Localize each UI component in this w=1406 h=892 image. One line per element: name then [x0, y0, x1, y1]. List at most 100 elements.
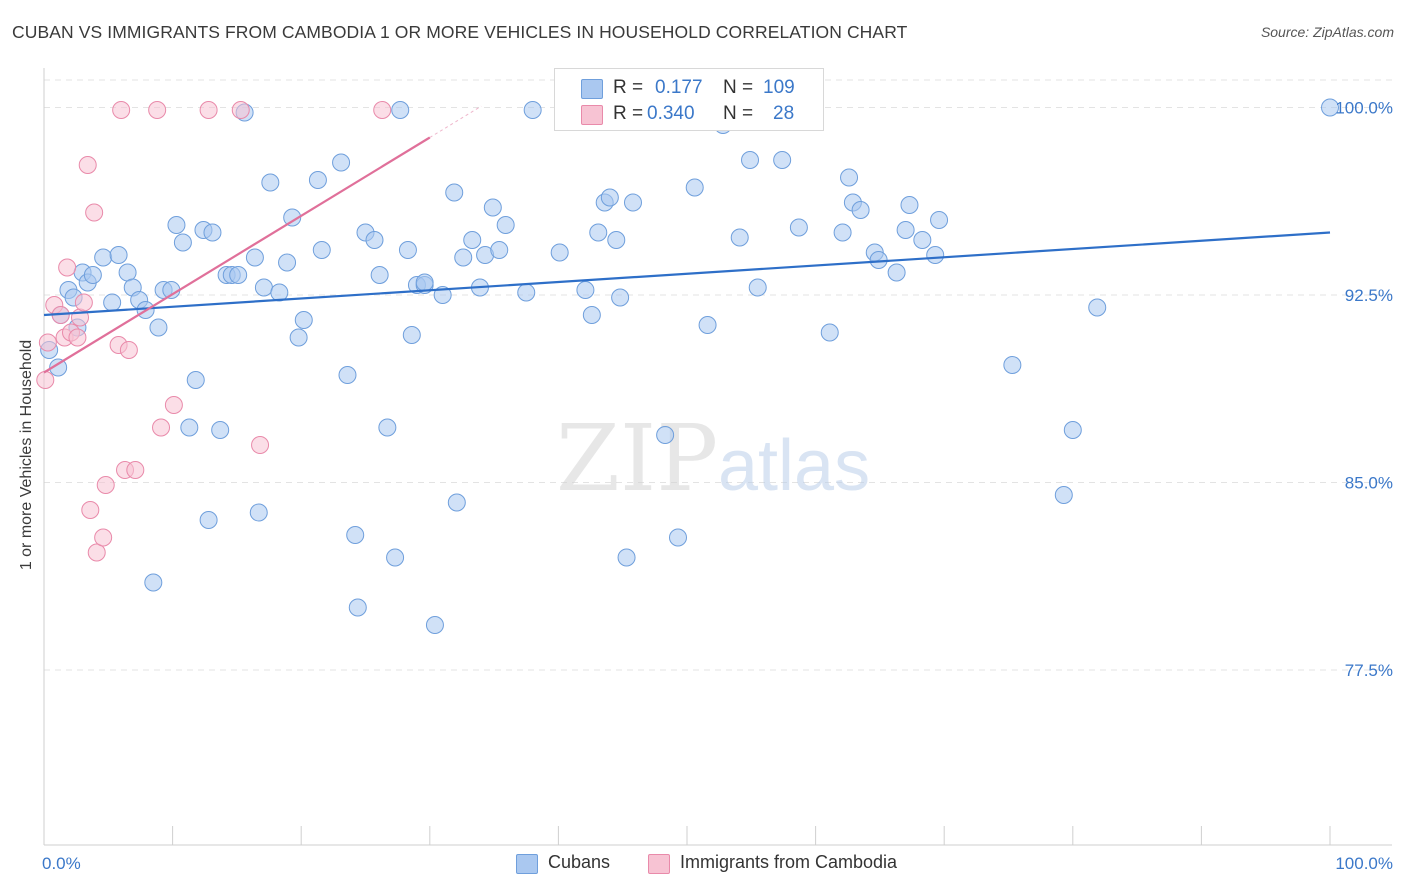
cubans-point — [1321, 98, 1339, 117]
cubans-point — [926, 246, 945, 264]
watermark-atlas: atlas — [718, 426, 870, 506]
cubans-point — [523, 101, 542, 119]
cubans-point — [1063, 421, 1082, 439]
trend-lines — [43, 105, 1331, 374]
chart-title: CUBAN VS IMMIGRANTS FROM CAMBODIA 1 OR M… — [12, 22, 908, 42]
cubans-point — [294, 311, 313, 329]
cubans-point — [483, 198, 502, 217]
cubans-point — [833, 223, 852, 242]
cubans-point — [611, 288, 630, 307]
cambodia-point — [94, 528, 113, 547]
n-value: 28 — [773, 103, 795, 124]
cubans-point — [338, 366, 357, 384]
cubans-point — [576, 281, 595, 299]
cambodia-point — [96, 476, 115, 494]
cubans-point — [109, 246, 128, 264]
cubans-point — [840, 168, 859, 187]
stats-row-cambodia: R = 0.340 N = 28 — [555, 101, 823, 127]
cubans-point — [346, 526, 365, 544]
cubans-point — [348, 598, 367, 617]
watermark: ZIP atlas — [556, 405, 870, 512]
cambodia-legend-swatch — [648, 854, 670, 874]
cubans-point — [913, 231, 932, 249]
cambodia-point — [38, 333, 57, 352]
cubans-point — [199, 511, 218, 529]
r-label: R = — [613, 103, 644, 124]
x-tick-label: 100.0% — [1335, 854, 1393, 873]
cubans-point — [656, 426, 675, 444]
cubans-point — [896, 221, 915, 239]
cambodia-trend-line — [43, 136, 431, 374]
x-tick-label: 0.0% — [42, 854, 81, 873]
cambodia-point — [85, 203, 104, 222]
cubans-point — [550, 243, 569, 262]
cubans-point — [607, 231, 626, 249]
cubans-point — [308, 171, 327, 189]
cubans-point — [789, 218, 808, 237]
cubans-point — [391, 101, 410, 119]
cubans-point — [623, 193, 642, 212]
y-tick-label: 85.0% — [1345, 474, 1393, 493]
cubans-point — [445, 183, 464, 202]
cubans-point — [245, 248, 264, 267]
cambodia-point — [58, 258, 77, 277]
cambodia-point — [78, 156, 97, 174]
cubans-point — [49, 358, 68, 377]
cubans-point — [589, 223, 608, 242]
cubans-point — [930, 211, 949, 229]
cambodia-point — [231, 101, 250, 119]
data-points — [36, 98, 1339, 634]
watermark-zip: ZIP — [556, 405, 718, 512]
cubans-point — [83, 266, 102, 284]
cubans-point — [103, 293, 122, 312]
cubans-point — [254, 278, 273, 297]
y-tick-label: 77.5% — [1345, 661, 1393, 680]
cubans-point — [851, 201, 870, 219]
n-label: N = — [723, 103, 754, 124]
cubans-point — [415, 273, 434, 292]
cubans-trend-line — [43, 231, 1331, 317]
cambodia-point — [148, 101, 167, 119]
cubans-point — [900, 196, 919, 214]
cubans-point — [149, 318, 168, 337]
cubans-point — [370, 266, 389, 284]
cubans-point — [167, 216, 186, 234]
cubans-point — [741, 151, 760, 169]
cubans-point — [1054, 486, 1073, 504]
cubans-point — [517, 283, 536, 302]
cubans-point — [617, 548, 636, 567]
cubans-point — [378, 418, 397, 437]
cubans-point — [496, 216, 515, 234]
n-label: N = — [723, 77, 754, 98]
cambodia-point — [74, 293, 93, 312]
cubans-point — [261, 173, 280, 192]
r-value: 0.177 — [655, 77, 703, 98]
y-tick-label: 100.0% — [1335, 99, 1393, 118]
cambodia-point — [81, 501, 100, 519]
cubans-point — [1088, 298, 1107, 317]
cubans-point — [398, 241, 417, 259]
cubans-point — [454, 248, 473, 267]
cubans-point — [229, 266, 248, 284]
cubans-point — [820, 323, 839, 342]
cubans-point — [249, 503, 268, 522]
cambodia-point — [251, 436, 270, 454]
gridlines — [44, 79, 1392, 671]
cambodia-point — [164, 396, 183, 414]
cubans-point — [173, 233, 192, 252]
r-value: 0.340 — [647, 103, 695, 124]
source-label: Source: ZipAtlas.com — [1260, 24, 1394, 40]
cambodia-point — [119, 341, 138, 359]
cambodia-swatch — [581, 105, 603, 125]
legend: Cubans Immigrants from Cambodia — [0, 852, 1406, 876]
cubans-point — [1003, 356, 1022, 374]
cubans-point — [365, 231, 384, 249]
legend-label: Immigrants from Cambodia — [680, 852, 898, 872]
y-tick-label: 92.5% — [1345, 286, 1393, 305]
cubans-point — [180, 418, 199, 437]
cubans-point — [283, 208, 302, 227]
cubans-point — [668, 528, 687, 547]
cubans-point — [447, 493, 466, 512]
cambodia-point — [36, 371, 55, 389]
